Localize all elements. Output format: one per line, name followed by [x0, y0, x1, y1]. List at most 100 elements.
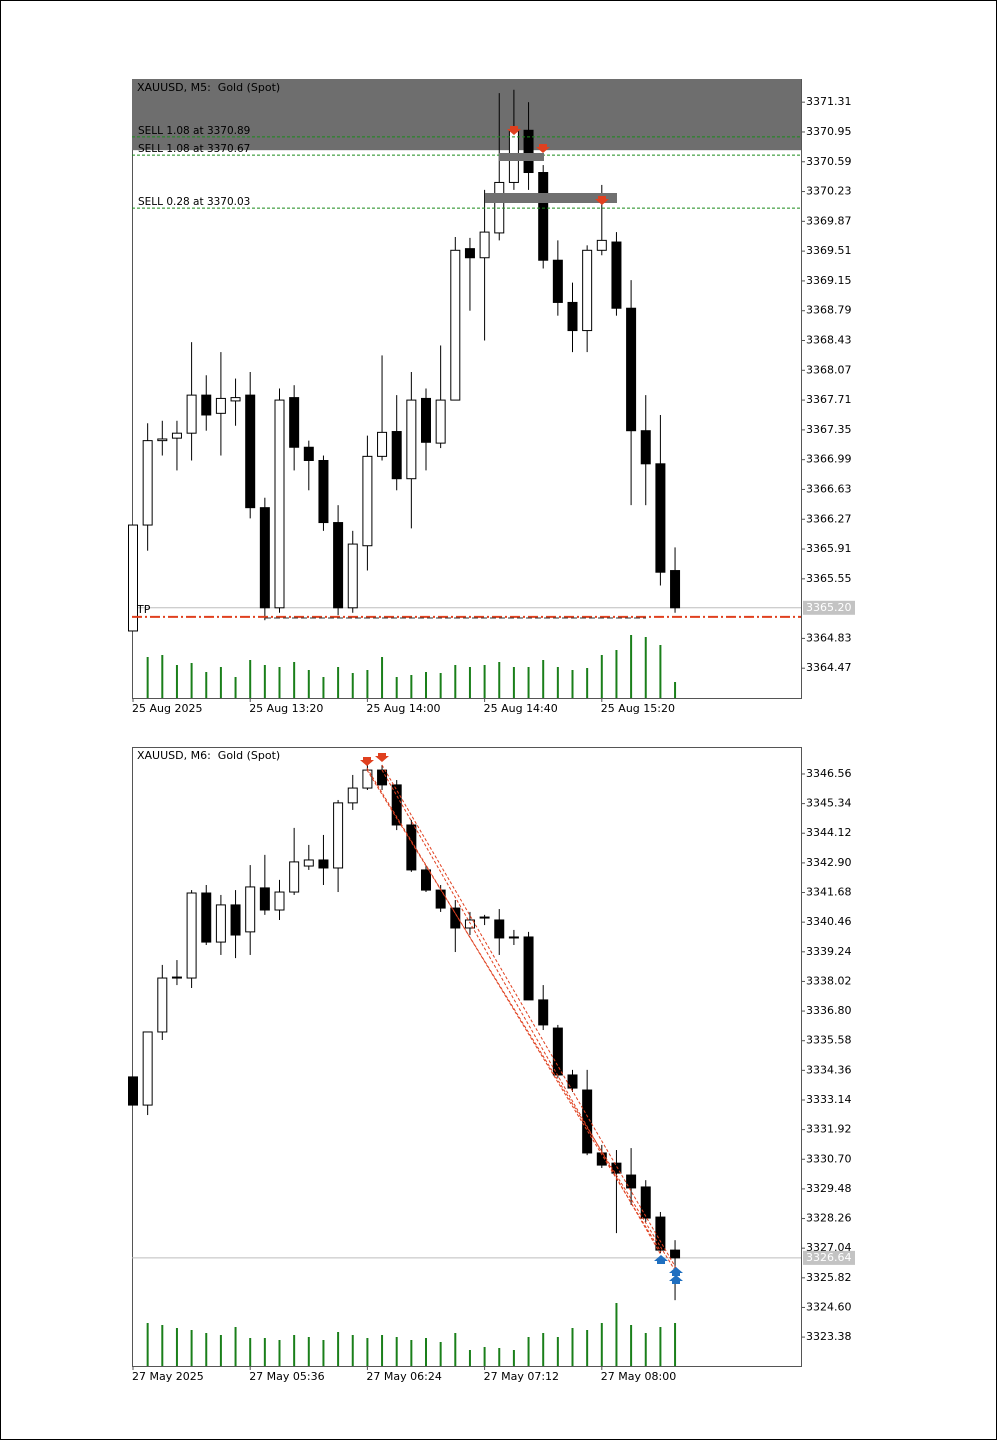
- candle-body: [230, 904, 241, 936]
- candle-body: [142, 1031, 153, 1106]
- y-tick-label: 3365.55: [806, 572, 852, 585]
- y-tick-label: 3346.56: [806, 767, 852, 780]
- last-price-box: [803, 600, 855, 615]
- y-tick-label: 3368.79: [806, 304, 852, 317]
- order-label: SELL 0.28 at 3370.03: [138, 196, 250, 208]
- y-tick-label: 3364.83: [806, 631, 852, 644]
- x-tick-label: 25 Aug 2025: [132, 702, 202, 715]
- candle-body: [391, 431, 402, 480]
- candle-body: [157, 438, 168, 442]
- y-tick-label: 3364.47: [806, 661, 852, 674]
- buy-arrow: [669, 1267, 683, 1276]
- tp-label: TP: [136, 603, 151, 616]
- x-tick-label: 27 May 05:36: [249, 1370, 324, 1383]
- candle-body: [303, 446, 314, 461]
- candle-body: [567, 1074, 578, 1089]
- y-tick-label: 3339.24: [806, 945, 852, 958]
- y-tick-label: 3325.82: [806, 1271, 852, 1284]
- y-tick-label: 3369.51: [806, 244, 852, 257]
- candle-body: [333, 522, 344, 609]
- candle-body: [186, 394, 197, 434]
- candle-body: [186, 892, 197, 979]
- candle-body: [670, 570, 681, 609]
- y-tick-label: 3342.90: [806, 856, 852, 869]
- candle-body: [435, 399, 446, 444]
- candle-body: [582, 1089, 593, 1154]
- y-tick-label: 3334.36: [806, 1063, 852, 1076]
- y-tick-label: 3344.12: [806, 826, 852, 839]
- candle-body: [640, 430, 651, 465]
- candle-body: [201, 892, 212, 943]
- candle-body: [318, 459, 329, 524]
- y-tick-label: 3369.15: [806, 274, 852, 287]
- candle-body: [582, 249, 593, 332]
- trade-line: [366, 769, 677, 1273]
- trade-bar: [485, 193, 617, 203]
- candle-body: [347, 787, 358, 804]
- y-tick-label: 3368.43: [806, 334, 852, 347]
- candle-body: [611, 241, 622, 309]
- candle-body: [523, 936, 534, 1001]
- candle-body: [391, 784, 402, 826]
- price-zone: [132, 79, 801, 151]
- y-tick-label: 3368.07: [806, 363, 852, 376]
- y-tick-label: 3341.68: [806, 886, 852, 899]
- candle-body: [523, 129, 534, 174]
- candle-body: [171, 976, 182, 979]
- y-tick-label: 3371.31: [806, 95, 852, 108]
- candle-body: [450, 907, 461, 929]
- trade-overlay: [265, 126, 683, 1284]
- candle-body: [464, 248, 475, 259]
- x-tick-label: 25 Aug 14:40: [484, 702, 558, 715]
- y-tick-label: 3324.60: [806, 1300, 852, 1313]
- candle-body: [377, 431, 388, 457]
- y-tick-label: 3366.99: [806, 453, 852, 466]
- buy-arrow: [654, 1255, 668, 1264]
- plot-frame: [132, 747, 802, 1367]
- y-tick-label: 3340.46: [806, 915, 852, 928]
- candle-body: [377, 769, 388, 786]
- candle-body: [362, 455, 373, 547]
- y-tick-label: 3369.87: [806, 214, 852, 227]
- chart-title: XAUUSD, M6: Gold (Spot): [137, 749, 280, 762]
- y-tick-label: 3335.58: [806, 1034, 852, 1047]
- sell-arrow: [595, 196, 609, 205]
- last-price-label: 3365.20: [806, 601, 852, 614]
- order-label: SELL 1.08 at 3370.67: [138, 143, 250, 155]
- candle-body: [421, 869, 431, 891]
- candle-body: [494, 919, 505, 939]
- y-tick-label: 3331.92: [806, 1123, 852, 1136]
- x-tick-label: 27 May 08:00: [601, 1370, 676, 1383]
- candle-body: [406, 824, 417, 871]
- y-tick-label: 3328.26: [806, 1212, 852, 1225]
- plot-frame: [132, 79, 802, 699]
- chart-title: XAUUSD, M5: Gold (Spot): [137, 81, 280, 94]
- candle-body: [479, 916, 490, 919]
- candle-body: [157, 977, 168, 1033]
- y-tick-label: 3330.70: [806, 1152, 852, 1165]
- y-tick-label: 3365.91: [806, 542, 852, 555]
- candle-body: [538, 999, 549, 1026]
- x-tick-label: 25 Aug 13:20: [249, 702, 323, 715]
- trade-bar: [499, 153, 544, 161]
- candle-body: [171, 432, 182, 439]
- candle-body: [201, 394, 212, 416]
- x-tick-label: 27 May 2025: [132, 1370, 204, 1383]
- candle-body: [655, 1216, 666, 1251]
- candle-body: [640, 1186, 651, 1219]
- y-tick-label: 3366.63: [806, 482, 852, 495]
- candle-body: [567, 301, 578, 332]
- candle-body: [318, 859, 329, 869]
- candle-body: [215, 397, 226, 414]
- candle-body: [626, 307, 637, 432]
- trade-line: [381, 769, 662, 1256]
- candle-body: [552, 259, 563, 303]
- candle-body: [215, 904, 226, 943]
- last-price-label: 3326.64: [806, 1251, 852, 1264]
- y-tick-label: 3367.35: [806, 423, 852, 436]
- chart-2: 3346.56 3345.34 3344.12 3342.90 3341.68 3340.…: [128, 764, 855, 1383]
- y-tick-label: 3370.95: [806, 125, 852, 138]
- candle-body: [435, 889, 446, 909]
- candle-body: [347, 543, 358, 609]
